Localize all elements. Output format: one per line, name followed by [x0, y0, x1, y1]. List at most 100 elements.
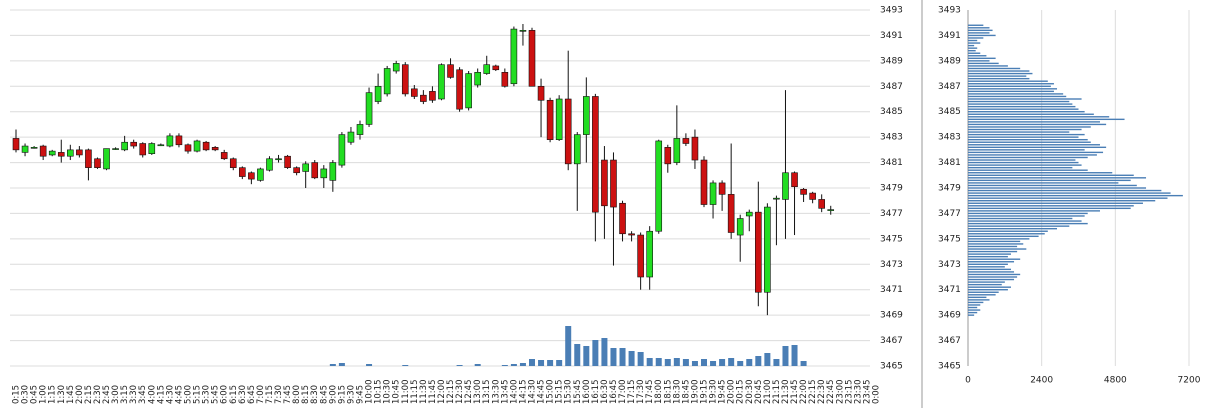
y-tick-label: 3471 — [880, 285, 903, 295]
candle-body — [420, 94, 427, 102]
profile-bar — [968, 205, 1134, 207]
candle-body — [501, 72, 509, 87]
x-tick-label: 3:00 — [111, 385, 121, 404]
y-tick-label: 3479 — [938, 184, 961, 194]
x-tick-label: 16:15 — [591, 380, 601, 405]
candle-body — [718, 182, 726, 195]
x-tick-label: 15:00 — [546, 380, 556, 405]
candle-body — [655, 140, 663, 232]
profile-bar — [968, 116, 1110, 118]
y-tick-label: 3489 — [880, 56, 903, 66]
candle-body — [284, 155, 291, 168]
profile-bar — [968, 80, 1048, 82]
profile-bar — [968, 128, 1082, 131]
profile-bar — [968, 103, 1073, 105]
volume-bar — [791, 345, 798, 366]
y-tick-label: 3475 — [880, 234, 903, 244]
candle-body — [85, 149, 92, 168]
candle-body — [257, 168, 264, 181]
x-tick-label: 21:45 — [790, 380, 800, 405]
profile-bar — [968, 306, 978, 309]
profile-bar — [968, 225, 1070, 227]
x-tick-label: 18:30 — [672, 380, 682, 405]
candle-body — [356, 124, 364, 135]
profile-bar — [968, 49, 976, 52]
profile-bar — [968, 296, 987, 299]
x-tick-label: 13:00 — [473, 380, 483, 405]
x-tick-label: 16:30 — [600, 380, 610, 405]
volume-bar — [701, 359, 707, 366]
candle-body — [637, 234, 644, 278]
x-tick-label: 18:45 — [681, 380, 691, 405]
x-tick-label: 12:15 — [446, 380, 456, 405]
volume-bar — [664, 359, 671, 366]
profile-bar — [968, 169, 1088, 171]
x-tick-label: 2:00 — [75, 385, 85, 404]
candle-body — [21, 145, 29, 153]
profile-bar — [968, 123, 1107, 126]
profile-bar — [968, 273, 1021, 276]
profile-bar — [968, 238, 1030, 240]
x-tick-label: 19:45 — [718, 380, 728, 405]
x-tick-label: 7:30 — [274, 385, 284, 404]
volume-bar — [619, 348, 626, 366]
volume-bar — [764, 353, 771, 366]
x-tick-label: 12:45 — [464, 380, 474, 405]
y-tick-label: 3483 — [938, 133, 961, 143]
x-tick-label: 5:45 — [211, 385, 221, 404]
profile-bar — [968, 136, 1079, 138]
y-tick-label: 3469 — [938, 311, 961, 321]
x-tick-label: 7:00 — [256, 385, 266, 404]
x-tick-label: 6:15 — [229, 385, 239, 404]
candle-body — [465, 73, 472, 109]
profile-bar — [968, 311, 978, 314]
candle-body — [700, 159, 708, 205]
candle-body — [619, 202, 626, 235]
volume-bar — [610, 348, 617, 366]
x-tick-label: 8:00 — [292, 385, 302, 404]
profile-bar — [968, 131, 1070, 133]
candle-body — [646, 230, 653, 278]
profile-bar — [968, 90, 1054, 93]
candle-body — [76, 149, 83, 156]
volume-bar — [646, 358, 653, 366]
x-tick-label: 3:45 — [138, 385, 148, 404]
y-tick-label: 3473 — [880, 260, 903, 270]
profile-bar — [968, 227, 1058, 230]
x-tick-label: 12:30 — [455, 380, 465, 405]
volume-bar — [782, 346, 789, 366]
volume-bar — [655, 358, 662, 366]
candle-body — [239, 167, 246, 177]
candle-body — [320, 168, 328, 179]
candle-body — [202, 141, 210, 151]
x-tick-label: 14:45 — [537, 380, 547, 405]
y-tick-label: 3471 — [938, 285, 961, 295]
profile-bar — [968, 44, 975, 47]
profile-bar — [968, 222, 1088, 225]
volume-bar — [547, 360, 554, 366]
x-tick-label: 13:15 — [482, 380, 492, 405]
volume-bar — [592, 340, 599, 366]
profile-bar — [968, 240, 1021, 243]
x-tick-label: 7200 — [1178, 376, 1201, 386]
x-tick-label: 5:30 — [202, 385, 212, 404]
x-tick-label: 18:00 — [654, 380, 664, 405]
candle-body — [782, 172, 789, 200]
profile-bar — [968, 184, 1137, 187]
y-tick-label: 3475 — [938, 234, 961, 244]
x-tick-label: 23:15 — [844, 380, 854, 405]
profile-bar — [968, 177, 1147, 179]
candle-body — [293, 167, 300, 174]
x-tick-label: 9:15 — [337, 385, 347, 404]
x-tick-label: 17:15 — [627, 380, 637, 405]
x-tick-label: 8:15 — [301, 385, 311, 404]
volume-bar — [682, 359, 689, 366]
candle-body — [610, 159, 617, 208]
volume-bar — [746, 359, 753, 366]
x-tick-label: 15:15 — [555, 380, 565, 405]
x-tick-label: 6:30 — [238, 385, 248, 404]
x-tick-label: 7:15 — [265, 385, 275, 404]
profile-bar — [968, 230, 1048, 232]
x-tick-label: 10:45 — [392, 380, 402, 405]
